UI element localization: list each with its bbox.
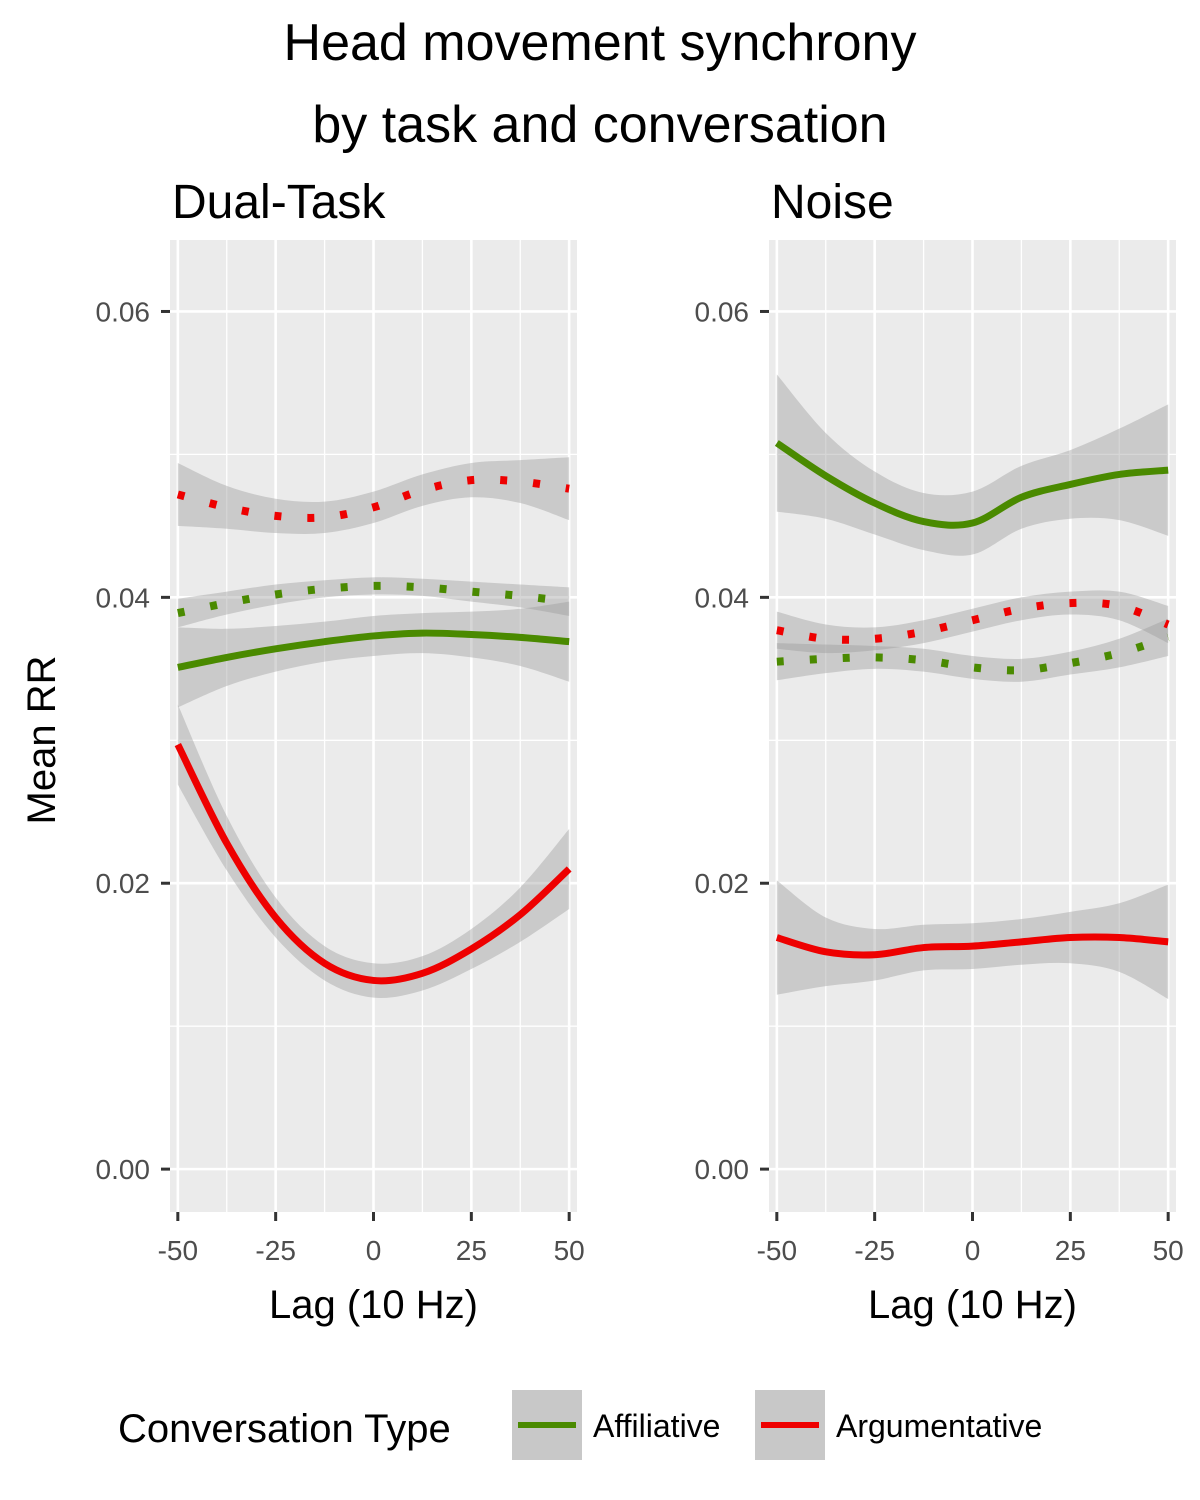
y-axis-title: Mean RR [20,656,64,825]
solid-affiliative-line [177,629,570,671]
confidence-band [776,880,1169,1000]
y-tick-label: 0.02 [695,868,750,899]
y-tick-label: 0.02 [96,868,151,899]
legend-label-argumentative: Argumentative [836,1408,1042,1444]
panel-title: Dual-Task [172,176,386,229]
confidence-band [177,601,570,708]
panel-title: Noise [771,176,894,229]
x-tick-label: 25 [456,1235,487,1266]
chart-title-line-2: by task and conversation [312,96,887,154]
x-axis-title: Lag (10 Hz) [269,1283,478,1327]
solid-affiliative-line [774,440,1169,529]
chart-title-line-1: Head movement synchrony [284,14,917,72]
x-tick-label: -50 [757,1235,797,1266]
solid-argumentative-line [775,933,1169,959]
x-tick-label: 0 [965,1235,981,1266]
x-tick-label: -25 [854,1235,894,1266]
chart-title: Head movement synchrony by task and conv… [284,14,917,154]
x-tick-label: -25 [255,1235,295,1266]
legend-title: Conversation Type [118,1407,451,1451]
x-tick-label: 0 [366,1235,382,1266]
dotted-argumentative-line [776,598,1170,644]
y-tick-label: 0.04 [695,582,750,613]
y-tick-label: 0.04 [96,582,151,613]
legend-label-affiliative: Affiliative [593,1408,720,1444]
y-tick-label: 0.06 [695,296,750,327]
confidence-band [776,374,1169,556]
solid-argumentative-line [174,743,572,985]
x-tick-label: -50 [158,1235,198,1266]
dotted-argumentative-line [176,475,570,522]
y-tick-label: 0.06 [96,296,151,327]
x-axis-title: Lag (10 Hz) [868,1283,1077,1327]
confidence-band [776,618,1169,682]
dotted-affiliative-line [177,581,570,617]
confidence-band [177,577,570,628]
y-tick-label: 0.00 [96,1154,151,1185]
dotted-affiliative-line [776,633,1170,675]
panel-noise: Noise 0.00 0.02 0.04 0.06 -50 -25 0 25 50 Lag (10 … [695,176,1184,1327]
x-tick-label: 25 [1055,1235,1086,1266]
x-tick-label: 50 [554,1235,585,1266]
x-tick-label: 50 [1153,1235,1184,1266]
panel-dual-task: Dual-Task 0.00 0.02 0.04 0.06 -50 -25 0 25 50 Lag … [96,176,585,1327]
confidence-band [177,704,570,998]
legend: Conversation Type Affiliative Argumentat… [118,1390,1042,1460]
y-tick-label: 0.00 [695,1154,750,1185]
